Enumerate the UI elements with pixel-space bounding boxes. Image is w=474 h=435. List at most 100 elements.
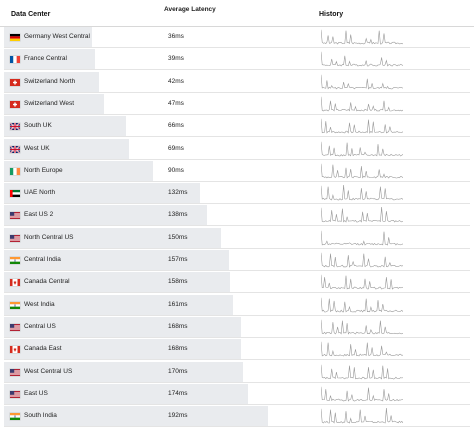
datacenter-name: Germany West Central — [24, 33, 90, 40]
datacenter-name: Central US — [24, 322, 56, 330]
average-latency: 39ms — [168, 55, 184, 63]
table-row[interactable]: Canada Central 158ms — [4, 272, 470, 294]
latency-bar — [4, 138, 130, 159]
table-row[interactable]: South UK 66ms — [4, 116, 470, 138]
table-row[interactable]: Germany West Central 36ms — [4, 27, 470, 48]
average-latency: 150ms — [168, 233, 188, 241]
india-flag-icon — [10, 257, 20, 264]
table-row[interactable]: Central India 157ms — [4, 250, 470, 271]
average-latency: 47ms — [168, 99, 184, 107]
ireland-flag-icon — [10, 167, 20, 175]
us-flag-icon — [10, 368, 20, 376]
history-sparkline — [321, 50, 403, 68]
us-flag-icon — [10, 323, 20, 331]
latency-bar — [4, 272, 230, 293]
datacenter-name: South India — [24, 412, 57, 420]
table-row[interactable]: South India 192ms — [4, 406, 470, 428]
us-flag-icon — [10, 212, 20, 220]
history-sparkline — [321, 229, 403, 247]
datacenter-name: UAE North — [24, 189, 56, 197]
table-row[interactable]: West UK 69ms — [4, 138, 470, 160]
latency-bar — [4, 383, 248, 404]
india-flag-icon — [10, 413, 20, 421]
average-latency: 168ms — [168, 345, 188, 353]
latency-bar — [4, 27, 92, 47]
table-row[interactable]: Canada East 168ms — [4, 339, 470, 361]
latency-bar — [4, 160, 154, 181]
latency-bar — [4, 205, 208, 226]
average-latency: 161ms — [168, 300, 188, 308]
average-latency: 66ms — [168, 122, 184, 130]
datacenter-name: West Central US — [24, 367, 73, 375]
history-sparkline — [321, 407, 403, 425]
column-header-latency[interactable]: Average Latency — [164, 6, 216, 13]
table-row[interactable]: Switzerland West 47ms — [4, 93, 470, 115]
datacenter-name: East US 2 — [24, 211, 54, 219]
latency-bar — [4, 361, 244, 382]
latency-bar — [4, 339, 242, 360]
datacenter-name: North Europe — [24, 166, 63, 174]
history-sparkline — [321, 340, 403, 358]
average-latency: 170ms — [168, 367, 188, 375]
datacenter-name: Central India — [24, 256, 61, 263]
latency-bar — [4, 116, 126, 137]
history-sparkline — [321, 318, 403, 336]
latency-bar — [4, 227, 221, 248]
table-row[interactable]: East US 2 138ms — [4, 205, 470, 227]
table-row[interactable]: North Central US 150ms — [4, 227, 470, 249]
canada-flag-icon — [10, 279, 20, 287]
history-sparkline — [321, 140, 403, 158]
history-sparkline — [321, 385, 403, 403]
uk-flag-icon — [10, 145, 20, 153]
column-header-history: History — [319, 11, 344, 18]
history-sparkline — [321, 206, 403, 224]
average-latency: 192ms — [168, 412, 188, 420]
column-header-datacenter[interactable]: Data Center — [11, 11, 51, 18]
history-sparkline — [321, 184, 403, 202]
datacenter-name: South UK — [24, 122, 52, 130]
us-flag-icon — [10, 234, 20, 242]
datacenter-name: France Central — [24, 55, 67, 63]
table-row[interactable]: Central US 168ms — [4, 316, 470, 338]
germany-flag-icon — [10, 34, 20, 41]
history-sparkline — [321, 28, 403, 46]
latency-bar — [4, 93, 105, 114]
average-latency: 132ms — [168, 189, 188, 197]
table-row[interactable]: North Europe 90ms — [4, 160, 470, 182]
average-latency: 69ms — [168, 144, 184, 152]
switzerland-flag-icon — [10, 100, 20, 108]
datacenter-name: Switzerland West — [24, 99, 75, 107]
datacenter-name: West UK — [24, 144, 50, 152]
table-row[interactable]: East US 174ms — [4, 383, 470, 405]
average-latency: 157ms — [168, 256, 188, 263]
history-sparkline — [321, 95, 403, 113]
datacenter-name: Switzerland North — [24, 77, 76, 85]
india-flag-icon — [10, 301, 20, 309]
average-latency: 90ms — [168, 166, 184, 174]
history-sparkline — [321, 117, 403, 135]
uk-flag-icon — [10, 123, 20, 131]
datacenter-name: Canada Central — [24, 278, 70, 286]
history-sparkline — [321, 363, 403, 381]
latency-bar — [4, 406, 269, 427]
datacenter-name: North Central US — [24, 233, 74, 241]
average-latency: 168ms — [168, 322, 188, 330]
table-row[interactable]: West India 161ms — [4, 294, 470, 316]
average-latency: 138ms — [168, 211, 188, 219]
table-header: Data Center Average Latency History — [0, 0, 474, 27]
history-sparkline — [321, 251, 403, 269]
table-row[interactable]: France Central 39ms — [4, 49, 470, 71]
average-latency: 158ms — [168, 278, 188, 286]
latency-bar — [4, 250, 229, 270]
datacenter-name: Canada East — [24, 345, 62, 353]
average-latency: 36ms — [168, 33, 184, 40]
history-sparkline — [321, 273, 403, 291]
history-sparkline — [321, 162, 403, 180]
latency-bar — [4, 183, 201, 204]
table-row[interactable]: West Central US 170ms — [4, 361, 470, 383]
table-row[interactable]: UAE North 132ms — [4, 183, 470, 205]
table-row[interactable]: Switzerland North 42ms — [4, 71, 470, 93]
history-sparkline — [321, 296, 403, 314]
datacenter-name: West India — [24, 300, 55, 308]
